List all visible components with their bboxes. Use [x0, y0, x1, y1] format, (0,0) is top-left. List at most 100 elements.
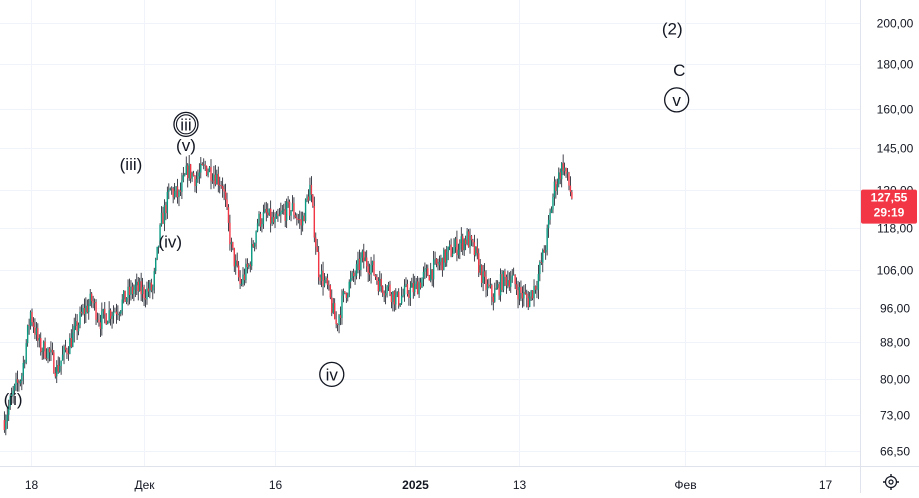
candle-body [412, 282, 414, 293]
candle-body [316, 246, 318, 252]
candle-body [216, 173, 218, 185]
candle-body [501, 274, 503, 291]
y-tick-label: 73,00 [880, 409, 910, 423]
price-axis[interactable]: 200,00180,00160,00145,00130,00118,00106,… [877, 17, 914, 459]
candle-body [435, 258, 438, 264]
candle-body [122, 290, 125, 300]
candle-body [24, 362, 26, 364]
candle-body [325, 277, 327, 280]
candle-body [526, 293, 528, 299]
candle-body [149, 282, 151, 292]
settings-gear-icon[interactable] [883, 474, 899, 490]
wave-label-text: (iii) [120, 155, 143, 174]
candle-body [571, 192, 573, 199]
candle-body [243, 274, 246, 281]
y-tick-label: 106,00 [877, 264, 914, 278]
candle-body [106, 321, 109, 325]
candle-body [229, 222, 231, 245]
candle-body [555, 181, 557, 191]
candle-body [163, 205, 166, 224]
candle-body [469, 235, 471, 248]
candle-body [29, 312, 32, 326]
candle-body [373, 261, 375, 275]
candle-body [259, 213, 262, 227]
candle-body [339, 315, 342, 319]
candle-body [176, 186, 179, 198]
candle-body [288, 201, 291, 216]
candle-body [125, 297, 128, 302]
candle-body [198, 172, 201, 177]
candle-body [421, 278, 423, 288]
candle-body [430, 269, 432, 281]
candle-body [232, 242, 234, 248]
candle-body [221, 185, 224, 190]
candle-body [537, 273, 540, 290]
candle-body [309, 184, 311, 201]
candle-body [32, 322, 35, 327]
candle-body [269, 208, 272, 224]
candle-body [179, 190, 182, 192]
time-axis[interactable]: 18 Дек 16 2025 13 Фев 17 [25, 478, 833, 492]
candle-body [341, 295, 343, 319]
candle-body [463, 239, 465, 251]
candle-body [93, 302, 96, 304]
candle-body [249, 264, 251, 267]
candle-body [102, 309, 105, 312]
candle-body [517, 290, 519, 300]
candle-body [283, 209, 285, 211]
candle-body [299, 219, 301, 221]
candle-body [73, 325, 75, 333]
x-tick-label: 17 [819, 478, 833, 492]
candle-body [480, 265, 483, 284]
candle-body [364, 257, 366, 262]
candle-body [496, 284, 499, 288]
candle-body [427, 268, 429, 276]
candle-body [374, 274, 377, 278]
candle-body [408, 293, 410, 298]
candle-body [434, 258, 436, 260]
candle-body [230, 242, 233, 245]
wave-label: (v) [176, 136, 196, 155]
candle-body [499, 274, 502, 296]
candle-body [13, 384, 16, 391]
candle-body [291, 203, 294, 211]
candle-body [443, 249, 445, 271]
candle-body [278, 214, 281, 216]
candle-body [543, 249, 545, 253]
candle-body [6, 414, 8, 422]
candle-body [118, 313, 121, 316]
candle-body [383, 293, 385, 296]
candle-body [536, 289, 538, 291]
x-tick-label: 13 [513, 478, 527, 492]
candle-body [124, 290, 126, 302]
candle-body [507, 280, 509, 286]
candle-body [90, 293, 93, 302]
candle-body [478, 253, 480, 273]
wave-circle [319, 361, 345, 387]
candle-body [396, 291, 398, 295]
wave-label-text: (iv) [158, 232, 182, 251]
candle-body [37, 328, 39, 341]
candle-body [63, 346, 65, 355]
wave-label: (ii) [4, 390, 23, 409]
wave-circle [663, 87, 690, 113]
candle-body [438, 261, 441, 266]
candle-body [510, 279, 512, 287]
candle-body [403, 285, 406, 295]
candle-body [563, 167, 566, 172]
candle-body [187, 165, 189, 179]
candle-body [456, 239, 458, 256]
candle-body [419, 282, 422, 288]
candle-body [379, 278, 381, 292]
candle-body [131, 286, 134, 295]
candle-body [326, 277, 329, 285]
candle-body [44, 341, 46, 358]
candle-body [194, 175, 196, 187]
candle-body [227, 207, 230, 223]
candle-body [31, 312, 33, 323]
wave-label-text: iii [180, 115, 191, 134]
candle-body [312, 194, 314, 207]
candle-body [483, 271, 486, 277]
